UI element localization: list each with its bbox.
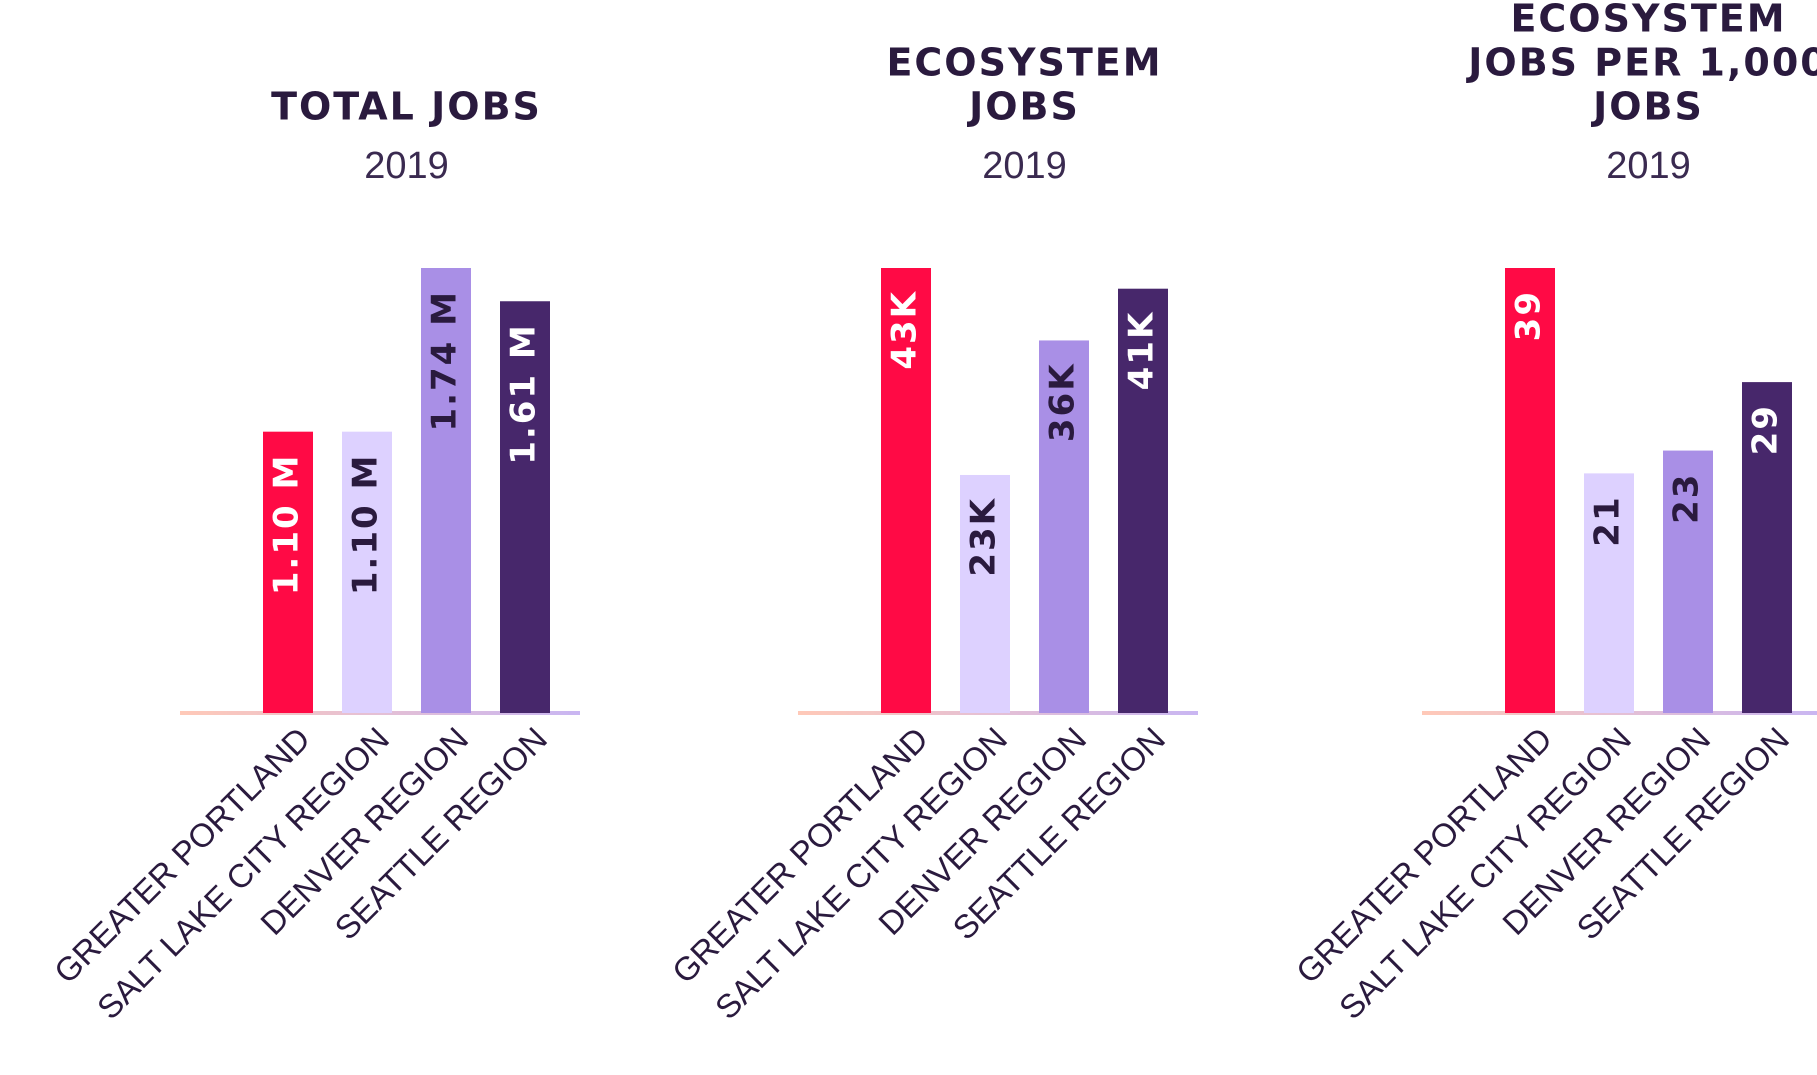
value-label: 1.61 M [504, 323, 544, 465]
x-tick-label: SALT LAKE CITY REGION [90, 720, 396, 1026]
bar [960, 474, 1010, 713]
bar [1742, 382, 1792, 713]
chart-subtitle: 2019 [1606, 145, 1691, 187]
chart-title: JOBS [1590, 85, 1704, 129]
value-label: 23 [1667, 473, 1707, 524]
value-label: 23K [964, 497, 1004, 577]
value-label: 29 [1746, 404, 1786, 455]
bar [263, 431, 313, 713]
chart-title: ECOSYSTEM [886, 41, 1162, 85]
bar [1505, 268, 1555, 713]
value-label: 39 [1509, 290, 1549, 341]
chart-title: TOTAL JOBS [271, 85, 542, 129]
value-label: 41K [1122, 311, 1162, 391]
x-tick-label: SALT LAKE CITY REGION [1332, 720, 1638, 1026]
bar [881, 268, 931, 713]
value-label: 36K [1043, 362, 1083, 442]
chart-subtitle: 2019 [364, 145, 449, 187]
value-label: 1.10 M [267, 454, 307, 596]
bar [1118, 288, 1168, 713]
bar [342, 431, 392, 713]
chart-title: JOBS [966, 85, 1080, 129]
bar [1663, 450, 1713, 713]
value-label: 1.74 M [425, 290, 465, 432]
x-tick-label: SALT LAKE CITY REGION [708, 720, 1014, 1026]
chart-title: ECOSYSTEM [1510, 0, 1786, 41]
chart-title: JOBS PER 1,000 [1465, 41, 1817, 85]
bar [421, 268, 471, 713]
value-label: 1.10 M [346, 454, 386, 596]
bar [1584, 473, 1634, 713]
value-label: 43K [885, 290, 925, 370]
value-label: 21 [1588, 495, 1628, 546]
chart-subtitle: 2019 [982, 145, 1067, 187]
bar [500, 301, 550, 713]
bar [1039, 340, 1089, 713]
